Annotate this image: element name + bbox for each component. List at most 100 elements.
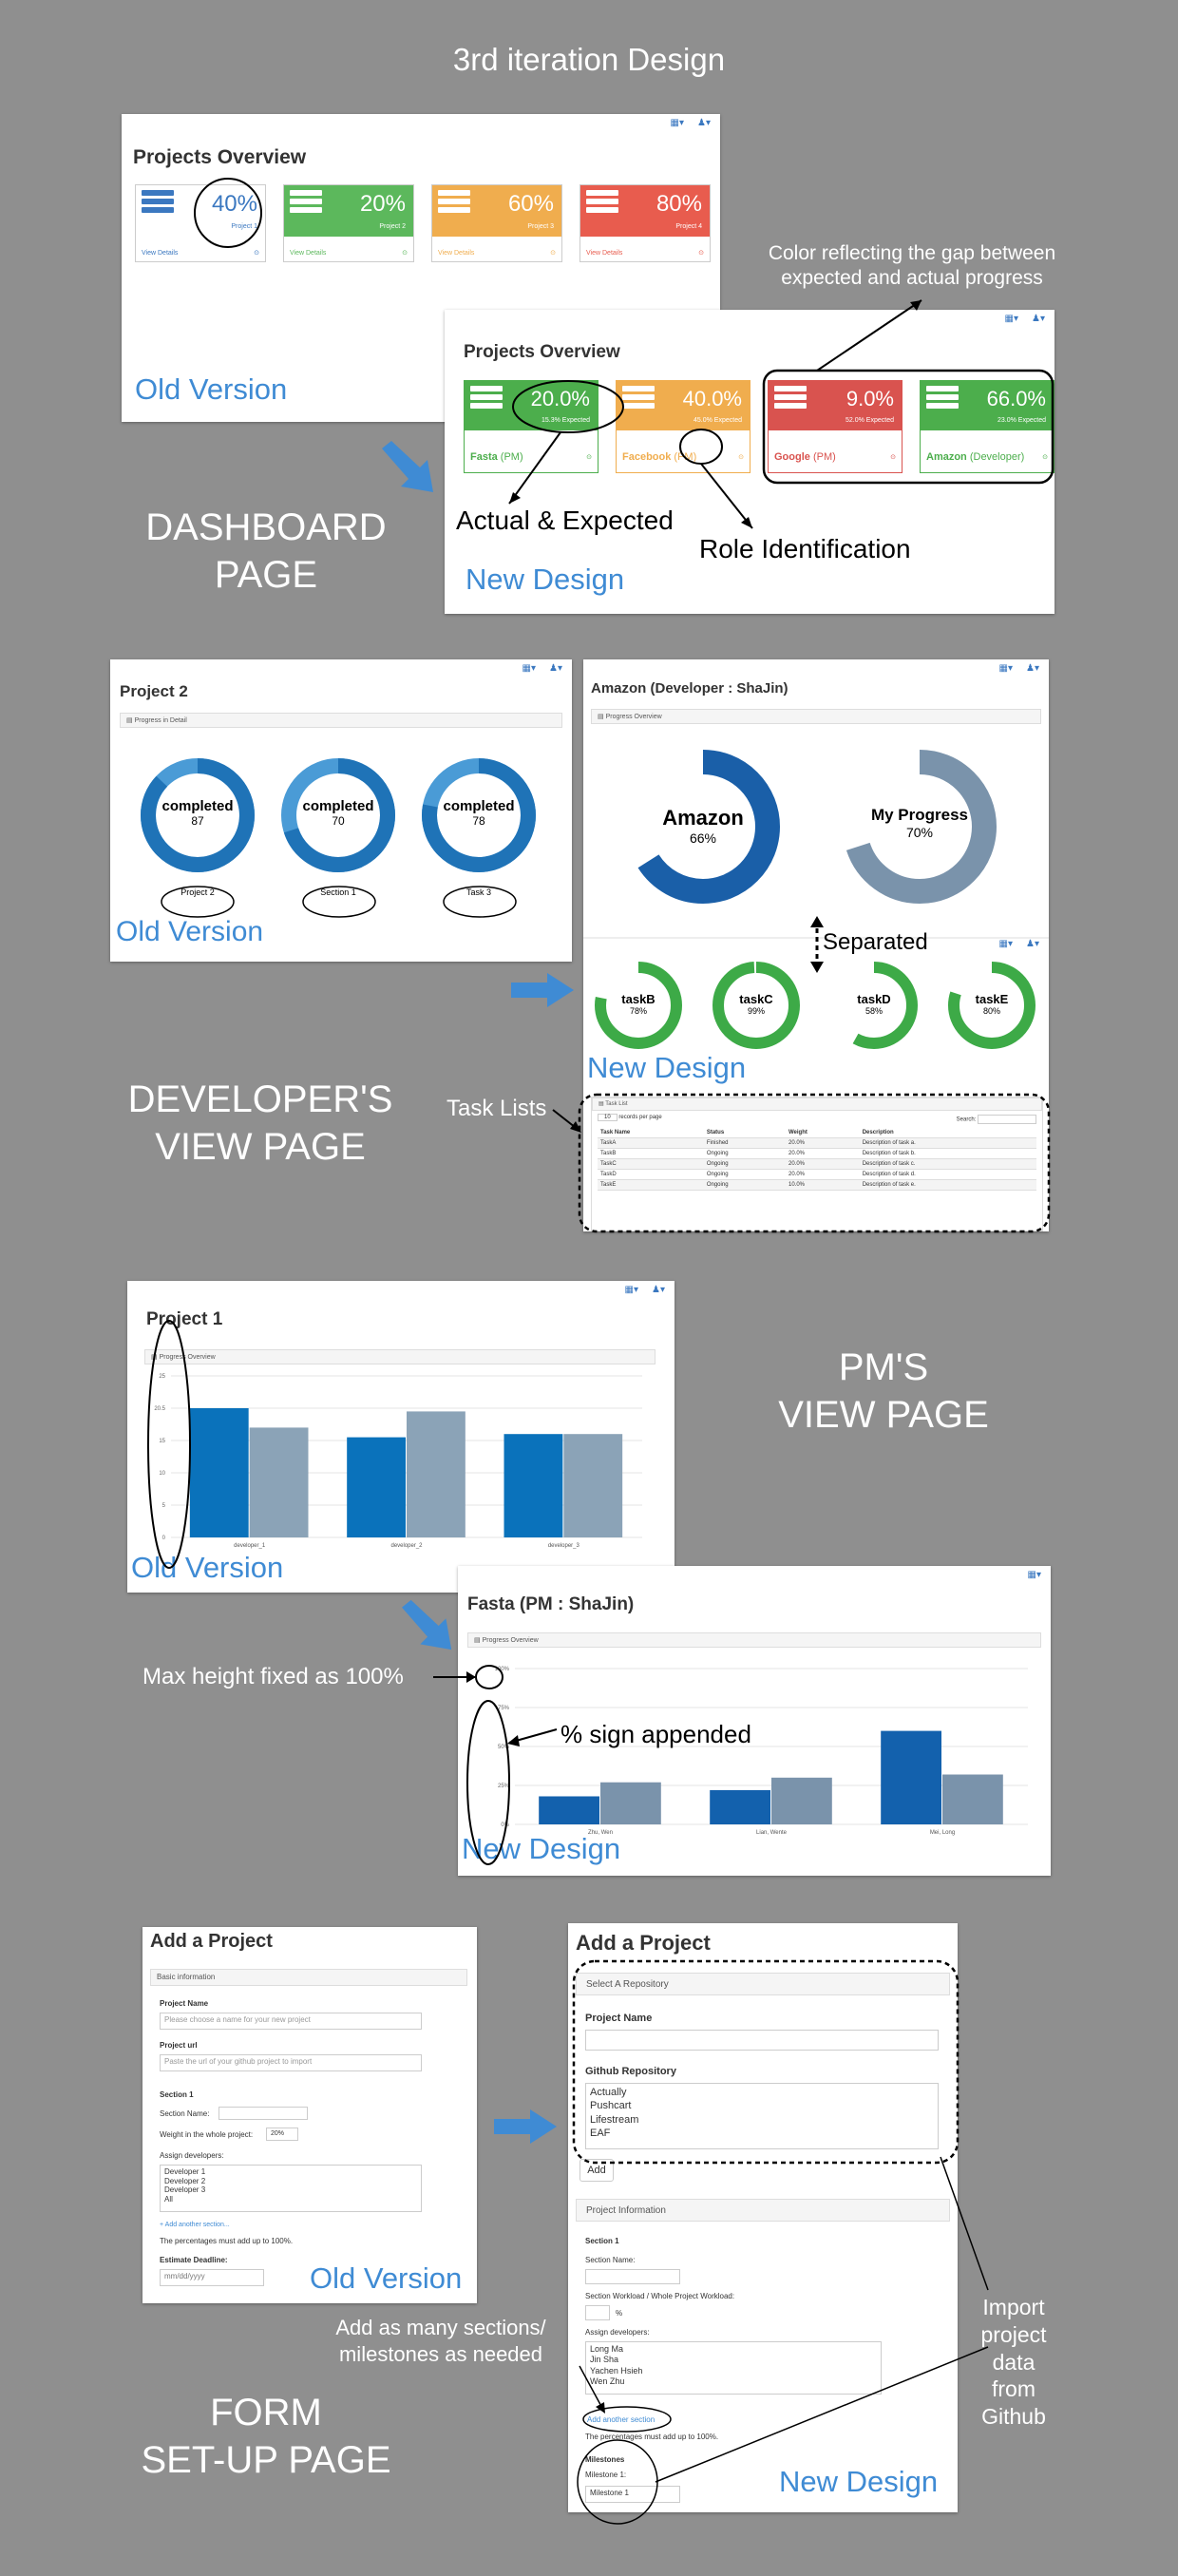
- developer-old-screenshot: ▦▾ ♟▾ Project 2 ▤ Progress in Detail comp…: [110, 659, 572, 962]
- developers-list[interactable]: Developer 1 Developer 2 Developer 3 All: [160, 2165, 422, 2212]
- list-item[interactable]: Yachen Hsieh: [590, 2365, 643, 2376]
- server-icon: [926, 386, 959, 411]
- new-design-label: New Design: [587, 1051, 747, 1084]
- project-name-label: Project Name: [160, 1999, 209, 2008]
- table-row[interactable]: TaskC Ongoing 20.0% Description of task c.: [598, 1158, 1036, 1170]
- project-url-input[interactable]: Paste the url of your github project to …: [160, 2054, 422, 2071]
- view-details-link[interactable]: View Details: [142, 250, 179, 257]
- card-project-name[interactable]: Facebook (PM): [622, 451, 696, 463]
- project-role: (Developer): [966, 451, 1025, 463]
- list-item[interactable]: Lifestream: [590, 2113, 639, 2126]
- project-card[interactable]: 20% Project 2 View Details ⊙: [283, 184, 414, 262]
- developers-list[interactable]: Long Ma Jin Sha Yachen Hsieh Wen Zhu: [585, 2341, 882, 2395]
- donut-value: 70%: [905, 825, 934, 840]
- project-card[interactable]: 40.0% 45.0% Expected Facebook (PM) ⊙: [616, 380, 750, 473]
- list-item[interactable]: Developer 2: [164, 2176, 206, 2185]
- arrow-circle-icon[interactable]: ⊙: [890, 454, 896, 461]
- arrow-circle-icon[interactable]: ⊙: [698, 250, 704, 257]
- progress-overview-panel: ▤ Progress Overview: [144, 1349, 656, 1364]
- card-project-name[interactable]: Fasta (PM): [470, 451, 523, 463]
- column-header[interactable]: Weight: [785, 1128, 860, 1138]
- list-item[interactable]: All: [164, 2194, 173, 2204]
- table-row[interactable]: TaskA Finished 20.0% Description of task a.: [598, 1137, 1036, 1149]
- project-card[interactable]: 66.0% 23.0% Expected Amazon (Developer) ⊙: [920, 380, 1054, 473]
- weight-label: Weight in the whole project:: [160, 2130, 254, 2139]
- view-details-link[interactable]: View Details: [290, 250, 327, 257]
- list-item[interactable]: Pushcart: [590, 2100, 632, 2112]
- add-section-link[interactable]: + Add another section...: [160, 2222, 230, 2228]
- list-item[interactable]: Actually: [590, 2087, 627, 2098]
- list-item[interactable]: Jin Sha: [590, 2355, 619, 2365]
- grid-icon: ▦▾: [1027, 1570, 1041, 1580]
- list-item[interactable]: Developer 1: [164, 2167, 206, 2176]
- project-name-input[interactable]: Please choose a name for your new projec…: [160, 2013, 422, 2030]
- donut-label: completed: [302, 798, 374, 814]
- toolbar-icons: ▦▾ ♟▾: [986, 663, 1039, 674]
- donut-caption: Project 2: [180, 887, 215, 897]
- section-name-input[interactable]: [218, 2107, 308, 2120]
- arrow-circle-icon[interactable]: ⊙: [254, 250, 259, 257]
- list-item[interactable]: Long Ma: [590, 2344, 624, 2354]
- task-list-panel: ▤ Task List 10 records per page Search: …: [591, 1097, 1043, 1231]
- separated-note: Separated: [823, 929, 928, 955]
- x-tick-label: developer_1: [234, 1543, 266, 1549]
- workload-input[interactable]: [585, 2305, 610, 2320]
- view-details-link[interactable]: View Details: [438, 250, 475, 257]
- list-item[interactable]: EAF: [590, 2127, 611, 2139]
- column-header[interactable]: Description: [859, 1128, 1036, 1138]
- donut-center: Amazon 66%: [646, 806, 760, 846]
- search-input[interactable]: [978, 1115, 1036, 1124]
- card-expected: 52.0% Expected: [846, 417, 894, 424]
- add-section-link[interactable]: Add another section: [587, 2415, 656, 2424]
- task-donut-chart: [712, 962, 800, 1049]
- arrow-circle-icon[interactable]: ⊙: [1042, 454, 1048, 461]
- pm-new-title: Fasta (PM : ShaJin): [467, 1594, 635, 1614]
- note-line: Import: [982, 2295, 1045, 2319]
- card-project-name: Project 3: [527, 223, 554, 230]
- list-item[interactable]: Developer 3: [164, 2185, 206, 2195]
- donut-value: 70: [332, 814, 345, 828]
- toolbar-icons-2: ▦▾ ♟▾: [986, 939, 1039, 949]
- weight-select[interactable]: 20%: [266, 2128, 298, 2141]
- project-card[interactable]: 80% Project 4 View Details ⊙: [580, 184, 711, 262]
- arrow-circle-icon[interactable]: ⊙: [550, 250, 556, 257]
- arrow-circle-icon[interactable]: ⊙: [402, 250, 408, 257]
- donut-value: 80%: [982, 1006, 1000, 1016]
- column-header[interactable]: Status: [703, 1128, 786, 1138]
- donut-label: completed: [162, 798, 234, 814]
- card-percent: 20%: [359, 191, 406, 217]
- card-project-name[interactable]: Google (PM): [774, 451, 836, 463]
- x-tick-label: Zhu, Wen: [588, 1830, 613, 1836]
- arrow-circle-icon[interactable]: ⊙: [586, 454, 592, 461]
- table-row[interactable]: TaskE Ongoing 10.0% Description of task e.: [598, 1179, 1036, 1191]
- list-item[interactable]: Wen Zhu: [590, 2376, 625, 2386]
- section-name-input[interactable]: [585, 2269, 680, 2284]
- records-select[interactable]: 10: [598, 1114, 618, 1121]
- project-card[interactable]: 9.0% 52.0% Expected Google (PM) ⊙: [768, 380, 902, 473]
- panel-title: Task List: [605, 1101, 628, 1107]
- view-details-link[interactable]: View Details: [586, 250, 623, 257]
- big-donut-chart: [843, 750, 997, 904]
- table-cell: Description of task b.: [859, 1148, 1036, 1159]
- panel-title: Progress in Detail: [134, 717, 187, 724]
- arrow-circle-icon[interactable]: ⊙: [738, 454, 744, 461]
- column-header[interactable]: Task Name: [598, 1128, 704, 1138]
- donut-label: Amazon: [662, 806, 744, 830]
- add-sections-note: Add as many sections/ milestones as need…: [317, 2315, 564, 2367]
- deadline-input[interactable]: mm/dd/yyyy: [160, 2269, 264, 2286]
- project-card[interactable]: 60% Project 3 View Details ⊙: [431, 184, 562, 262]
- table-cell: 20.0%: [785, 1148, 860, 1159]
- donut-caption: Section 1: [320, 887, 356, 897]
- toolbar-icons: ▦▾ ♟▾: [657, 118, 711, 128]
- project-name-input[interactable]: [585, 2030, 939, 2051]
- form-annotations: [572, 1959, 989, 2525]
- card-percent: 40.0%: [682, 387, 742, 410]
- table-row[interactable]: TaskD Ongoing 20.0% Description of task d.: [598, 1169, 1036, 1180]
- github-repo-list[interactable]: Actually Pushcart Lifestream EAF: [585, 2083, 939, 2149]
- table-cell: Ongoing: [703, 1148, 786, 1159]
- donut-label: taskC: [739, 992, 773, 1006]
- search-label: Search:: [956, 1116, 977, 1123]
- table-row[interactable]: TaskB Ongoing 20.0% Description of task b.: [598, 1148, 1036, 1159]
- table-cell: TaskB: [598, 1148, 704, 1159]
- card-project-name[interactable]: Amazon (Developer): [926, 451, 1024, 463]
